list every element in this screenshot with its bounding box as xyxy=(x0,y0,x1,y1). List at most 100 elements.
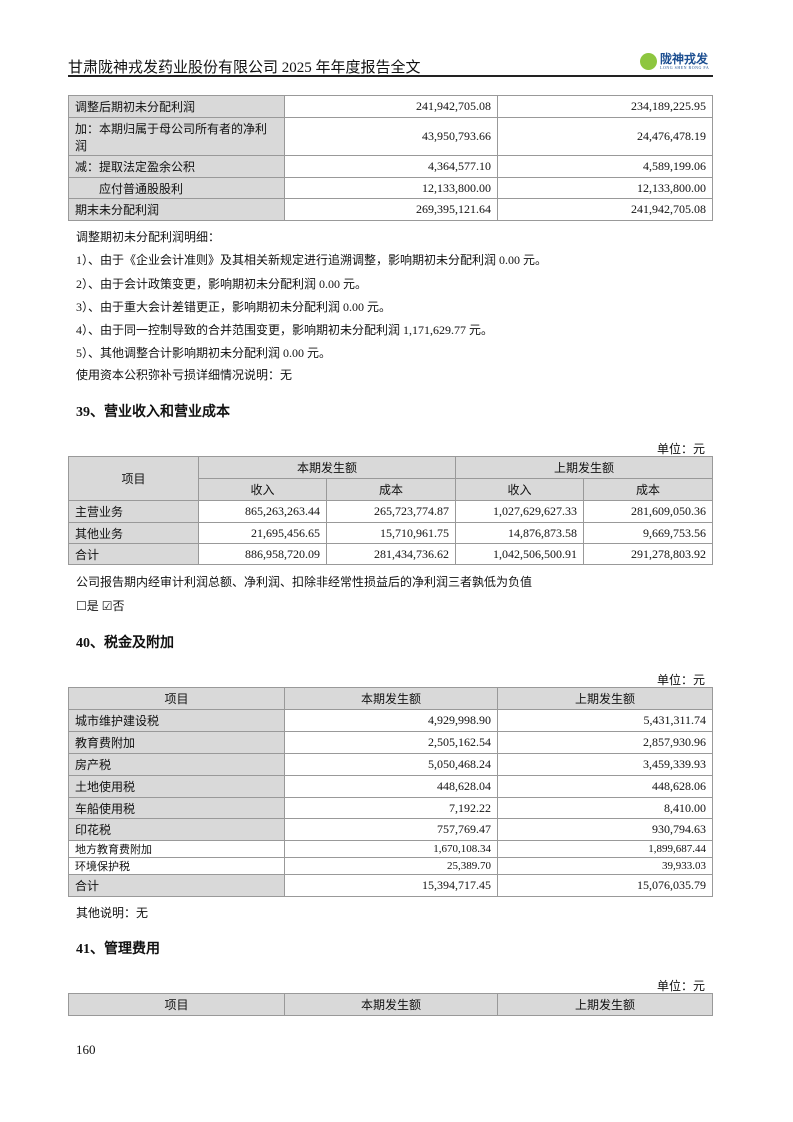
cell: 4,929,998.90 xyxy=(284,709,498,732)
cell: 2,505,162.54 xyxy=(284,731,498,754)
page-number: 160 xyxy=(76,1042,96,1057)
header-item: 项目 xyxy=(68,687,285,710)
row-label: 城市维护建设税 xyxy=(68,709,285,732)
other-note: 其他说明：无 xyxy=(76,906,149,920)
header-cost: 成本 xyxy=(583,478,714,501)
report-title: 甘肃陇神戎发药业股份有限公司 2025 年年度报告全文 xyxy=(68,60,421,76)
header-prior: 上期发生额 xyxy=(455,456,714,479)
taxes-surcharges-table: 项目 本期发生额 上期发生额 城市维护建设税 4,929,998.90 5,431,31… xyxy=(68,687,713,897)
table-row: 城市维护建设税 4,929,998.90 5,431,311.74 xyxy=(68,709,713,732)
header-item: 项目 xyxy=(68,993,285,1016)
section-heading: 41、管理费用 xyxy=(76,942,160,957)
cell: 8,410.00 xyxy=(497,797,713,819)
cell: 1,027,629,627.33 xyxy=(455,500,585,523)
note-line: 1）、由于《企业会计准则》及其相关新规定进行追溯调整，影响期初未分配利润 0.0… xyxy=(76,253,548,267)
cell: 9,669,753.56 xyxy=(583,522,714,544)
cell: 241,942,705.08 xyxy=(284,95,498,118)
cell: 43,950,793.66 xyxy=(284,117,498,156)
row-label: 合计 xyxy=(68,874,285,897)
table-row: 房产税 5,050,468.24 3,459,339.93 xyxy=(68,753,713,776)
company-logo: 陇神戎发 LONG SHEN RONG FA xyxy=(640,53,709,70)
section-heading: 39、营业收入和营业成本 xyxy=(76,405,230,420)
row-label: 车船使用税 xyxy=(68,797,285,819)
checkbox-no[interactable]: ☑否 xyxy=(101,599,125,613)
header-revenue: 收入 xyxy=(455,478,585,501)
retained-earnings-table: 调整后期初未分配利润 241,942,705.08 234,189,225.95 加… xyxy=(68,95,713,221)
row-label: 环境保护税 xyxy=(68,857,285,875)
logo-text: 陇神戎发 xyxy=(660,52,709,66)
unit-label: 单位：元 xyxy=(656,442,705,456)
checkbox-yes[interactable]: ☐是 xyxy=(76,599,99,613)
table-row: 环境保护税 25,389.70 39,933.03 xyxy=(68,857,713,875)
cell: 265,723,774.87 xyxy=(325,500,457,523)
answer-options: ☐是 ☑否 xyxy=(76,597,125,614)
cell: 448,628.06 xyxy=(497,775,713,798)
table-row: 加：本期归属于母公司所有者的净利润 43,950,793.66 24,476,478… xyxy=(68,117,713,156)
row-label: 地方教育费附加 xyxy=(68,840,285,858)
table-row: 期末未分配利润 269,395,121.64 241,942,705.08 xyxy=(68,198,713,221)
cell: 234,189,225.95 xyxy=(497,95,713,118)
table-row: 合计 886,958,720.09 281,434,736.62 1,042,506,… xyxy=(68,543,714,565)
row-label: 调整后期初未分配利润 xyxy=(68,95,285,118)
cell: 14,876,873.58 xyxy=(455,522,585,544)
header-current: 本期发生额 xyxy=(284,993,498,1016)
cell: 4,589,199.06 xyxy=(497,155,713,178)
cell: 1,042,506,500.91 xyxy=(455,543,585,565)
table-row: 调整后期初未分配利润 241,942,705.08 234,189,225.95 xyxy=(68,95,713,118)
note-line: 2）、由于会计政策变更，影响期初未分配利润 0.00 元。 xyxy=(76,277,368,291)
note-line: 5）、其他调整合计影响期初未分配利润 0.00 元。 xyxy=(76,346,332,360)
cell: 865,263,263.44 xyxy=(198,500,327,523)
cell: 7,192.22 xyxy=(284,797,498,819)
cell: 281,434,736.62 xyxy=(325,543,457,565)
row-label: 房产税 xyxy=(68,753,285,776)
table-row: 印花税 757,769.47 930,794.63 xyxy=(68,818,713,841)
cell: 269,395,121.64 xyxy=(284,198,498,221)
table-row: 主营业务 865,263,263.44 265,723,774.87 1,027,62… xyxy=(68,500,714,523)
header-current: 本期发生额 xyxy=(197,456,457,479)
header-prior: 上期发生额 xyxy=(497,687,713,710)
cell: 24,476,478.19 xyxy=(497,117,713,156)
note-line: 使用资本公积弥补亏损详细情况说明：无 xyxy=(76,368,293,382)
cell: 15,076,035.79 xyxy=(497,874,713,897)
cell: 21,695,456.65 xyxy=(198,522,327,544)
unit-label: 单位：元 xyxy=(656,979,705,993)
cell: 930,794.63 xyxy=(497,818,713,841)
row-label: 土地使用税 xyxy=(68,775,285,798)
cell: 15,710,961.75 xyxy=(325,522,457,544)
header-item: 项目 xyxy=(68,456,199,501)
section-heading: 40、税金及附加 xyxy=(76,636,174,651)
header-cost: 成本 xyxy=(325,478,457,501)
admin-expenses-table: 项目 本期发生额 上期发生额 xyxy=(68,993,713,1016)
table-row: 地方教育费附加 1,670,108.34 1,899,687.44 xyxy=(68,840,713,858)
unit-label: 单位：元 xyxy=(656,673,705,687)
header-divider xyxy=(68,75,713,77)
table-row: 教育费附加 2,505,162.54 2,857,930.96 xyxy=(68,731,713,754)
row-label: 教育费附加 xyxy=(68,731,285,754)
cell: 4,364,577.10 xyxy=(284,155,498,178)
table-row: 合计 15,394,717.45 15,076,035.79 xyxy=(68,874,713,897)
cell: 448,628.04 xyxy=(284,775,498,798)
header-revenue: 收入 xyxy=(198,478,327,501)
cell: 12,133,800.00 xyxy=(284,177,498,199)
table-row: 土地使用税 448,628.04 448,628.06 xyxy=(68,775,713,798)
table-row: 车船使用税 7,192.22 8,410.00 xyxy=(68,797,713,819)
negative-profit-question: 公司报告期内经审计利润总额、净利润、扣除非经常性损益后的净利润三者孰低为负值 xyxy=(76,575,533,589)
row-label: 期末未分配利润 xyxy=(68,198,285,221)
cell: 5,050,468.24 xyxy=(284,753,498,776)
row-label: 其他业务 xyxy=(68,522,199,544)
note-line: 3）、由于重大会计差错更正，影响期初未分配利润 0.00 元。 xyxy=(76,300,392,314)
logo-icon xyxy=(640,53,657,70)
cell: 241,942,705.08 xyxy=(497,198,713,221)
logo-subtext: LONG SHEN RONG FA xyxy=(660,65,710,70)
cell: 757,769.47 xyxy=(284,818,498,841)
cell: 1,670,108.34 xyxy=(284,840,498,858)
row-label: 减：提取法定盈余公积 xyxy=(68,155,285,178)
header-current: 本期发生额 xyxy=(284,687,498,710)
cell: 15,394,717.45 xyxy=(284,874,498,897)
header-prior: 上期发生额 xyxy=(497,993,713,1016)
note-line: 4）、由于同一控制导致的合并范围变更，影响期初未分配利润 1,171,629.7… xyxy=(76,323,494,337)
table-row: 减：提取法定盈余公积 4,364,577.10 4,589,199.06 xyxy=(68,155,713,178)
cell: 25,389.70 xyxy=(284,857,498,875)
cell: 39,933.03 xyxy=(497,857,713,875)
